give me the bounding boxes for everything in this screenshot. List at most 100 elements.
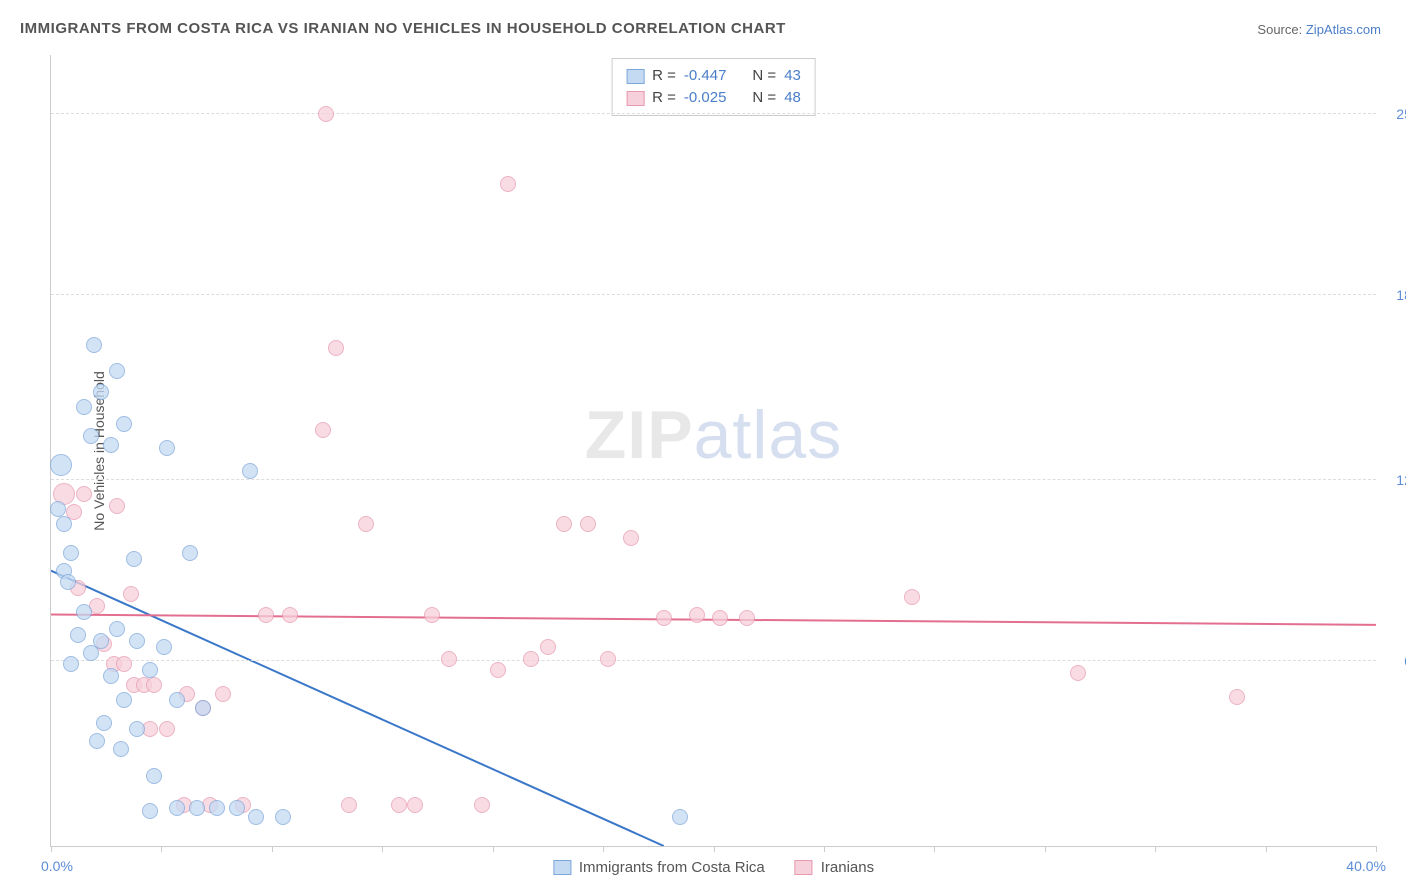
scatter-point [580,516,596,532]
r-value: -0.025 [684,87,727,109]
scatter-point [474,797,490,813]
source-link[interactable]: ZipAtlas.com [1306,22,1381,37]
scatter-point [109,363,125,379]
scatter-point [523,651,539,667]
y-tick-label: 18.8% [1381,287,1406,303]
legend-label: Iranians [821,859,874,876]
scatter-point [341,797,357,813]
scatter-point [86,337,102,353]
watermark-part2: atlas [694,397,843,473]
scatter-point [623,530,639,546]
scatter-point [63,656,79,672]
grid-line [51,294,1376,295]
scatter-point [315,422,331,438]
n-value: 48 [784,87,801,109]
x-tick [1376,846,1377,852]
scatter-point [391,797,407,813]
scatter-point [215,686,231,702]
grid-line [51,113,1376,114]
scatter-point [1070,665,1086,681]
scatter-point [600,651,616,667]
legend-swatch [553,860,571,875]
scatter-point [83,428,99,444]
scatter-point [258,607,274,623]
source-attribution: Source: ZipAtlas.com [1257,22,1381,37]
scatter-point [96,715,112,731]
scatter-point [146,677,162,693]
scatter-point [407,797,423,813]
x-tick [161,846,162,852]
chart-title: IMMIGRANTS FROM COSTA RICA VS IRANIAN NO… [20,20,786,37]
x-tick [1045,846,1046,852]
stats-row: R = -0.025 N = 48 [626,87,801,109]
scatter-point [672,809,688,825]
scatter-point [63,545,79,561]
legend-item: Immigrants from Costa Rica [553,859,765,876]
scatter-point [242,463,258,479]
scatter-point [116,416,132,432]
watermark-part1: ZIP [585,397,694,473]
scatter-point [500,176,516,192]
scatter-point [441,651,457,667]
scatter-point [275,809,291,825]
legend-label: Immigrants from Costa Rica [579,859,765,876]
r-label: R = [652,87,676,109]
scatter-point [60,574,76,590]
scatter-point [156,639,172,655]
x-tick [1155,846,1156,852]
n-label: N = [752,87,776,109]
scatter-point [282,607,298,623]
scatter-point [76,604,92,620]
plot-area: No Vehicles in Household ZIPatlas R =-0.… [50,55,1376,847]
stats-row: R = -0.447 N = 43 [626,65,801,87]
scatter-point [116,692,132,708]
legend-swatch [626,91,644,106]
x-tick [51,846,52,852]
scatter-point [109,621,125,637]
y-tick-label: 25.0% [1381,106,1406,122]
scatter-point [209,800,225,816]
grid-line [51,660,1376,661]
scatter-point [70,627,86,643]
scatter-point [116,656,132,672]
scatter-point [169,692,185,708]
scatter-point [50,454,72,476]
scatter-point [146,768,162,784]
x-tick [603,846,604,852]
scatter-point [76,486,92,502]
scatter-point [689,607,705,623]
trend-lines [51,55,1376,846]
scatter-point [556,516,572,532]
scatter-point [56,516,72,532]
scatter-point [103,668,119,684]
scatter-point [129,721,145,737]
source-label: Source: [1257,22,1302,37]
scatter-point [142,803,158,819]
scatter-point [712,610,728,626]
series-legend: Immigrants from Costa Rica Iranians [553,859,874,876]
r-value: -0.447 [684,65,727,87]
y-tick-label: 6.3% [1381,653,1406,669]
scatter-point [248,809,264,825]
scatter-point [229,800,245,816]
scatter-point [159,721,175,737]
scatter-point [328,340,344,356]
scatter-point [103,437,119,453]
scatter-point [739,610,755,626]
scatter-point [113,741,129,757]
scatter-point [126,551,142,567]
x-tick [1266,846,1267,852]
stats-legend: R = -0.447 N = 43 R = -0.025 N = 48 [611,58,816,116]
n-value: 43 [784,65,801,87]
legend-swatch [795,860,813,875]
scatter-point [318,106,334,122]
legend-swatch [626,69,644,84]
scatter-point [358,516,374,532]
n-label: N = [752,65,776,87]
r-label: R = [652,65,676,87]
x-tick [824,846,825,852]
x-axis-min-label: 0.0% [41,858,73,874]
x-tick [934,846,935,852]
y-tick-label: 12.5% [1381,472,1406,488]
x-axis-max-label: 40.0% [1346,858,1386,874]
